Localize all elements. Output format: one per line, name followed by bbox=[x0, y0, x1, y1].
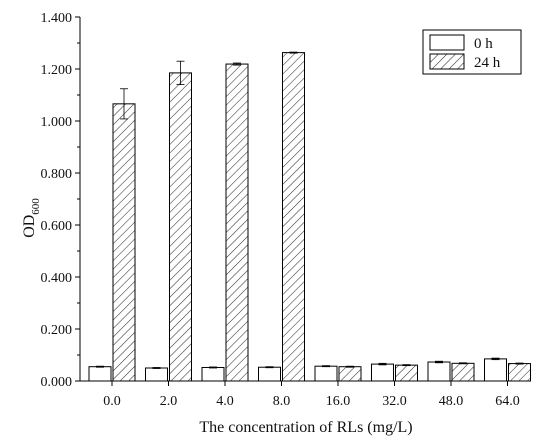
legend-swatch-24h bbox=[429, 53, 465, 70]
y-tick-label: 0.000 bbox=[41, 375, 73, 390]
y-axis: 0.000 0.200 0.400 0.600 0.800 1.000 1.200 1.400 bbox=[41, 11, 81, 390]
y-axis-label-sub: 600 bbox=[30, 198, 42, 215]
error-bars-layer bbox=[96, 51, 524, 369]
legend-label-24h: 24 h bbox=[474, 55, 501, 71]
x-tick-label: 32.0 bbox=[382, 394, 407, 409]
y-tick-label: 0.400 bbox=[41, 271, 73, 286]
legend-swatch-0h bbox=[429, 34, 465, 51]
x-tick-label: 2.0 bbox=[160, 394, 178, 409]
x-tick-label: 8.0 bbox=[273, 394, 291, 409]
legend: 0 h 24 h bbox=[422, 29, 522, 75]
legend-label-0h: 0 h bbox=[474, 36, 493, 52]
y-axis-label: OD600 bbox=[21, 198, 42, 238]
y-tick-label: 0.600 bbox=[41, 219, 73, 234]
y-tick-label: 0.200 bbox=[41, 323, 73, 338]
bar-0h bbox=[314, 365, 338, 382]
bar-24h bbox=[112, 103, 136, 382]
x-tick-label: 16.0 bbox=[326, 394, 351, 409]
bar-0h bbox=[145, 367, 168, 382]
x-tick-label: 4.0 bbox=[216, 394, 234, 409]
x-axis-label: The concentration of RLs (mg/L) bbox=[199, 419, 412, 436]
bar-0h bbox=[258, 366, 281, 382]
bar-24h bbox=[225, 63, 249, 382]
bar-24h bbox=[451, 362, 475, 382]
bar-0h bbox=[371, 363, 394, 382]
bar-0h bbox=[427, 361, 451, 382]
x-tick-label: 48.0 bbox=[439, 394, 464, 409]
y-axis-label-main: OD bbox=[21, 215, 38, 238]
y-tick-label: 1.000 bbox=[41, 115, 73, 130]
x-tick-label: 64.0 bbox=[495, 394, 520, 409]
bar-0h bbox=[484, 358, 507, 382]
y-tick-label: 1.200 bbox=[41, 63, 73, 78]
x-tick-label: 0.0 bbox=[103, 394, 121, 409]
x-axis: 0.0 2.0 4.0 8.0 16.0 32.0 48.0 64.0 bbox=[80, 380, 530, 409]
bar-0h bbox=[201, 366, 225, 382]
bar-0h bbox=[88, 366, 112, 382]
bar-24h bbox=[395, 364, 418, 382]
bar-24h bbox=[338, 366, 362, 382]
bar-24h bbox=[169, 72, 192, 382]
y-tick-label: 0.800 bbox=[41, 167, 73, 182]
bar-24h bbox=[282, 52, 305, 382]
y-tick-label: 1.400 bbox=[41, 11, 73, 26]
bar-24h bbox=[508, 363, 531, 382]
bars-layer bbox=[88, 52, 531, 382]
